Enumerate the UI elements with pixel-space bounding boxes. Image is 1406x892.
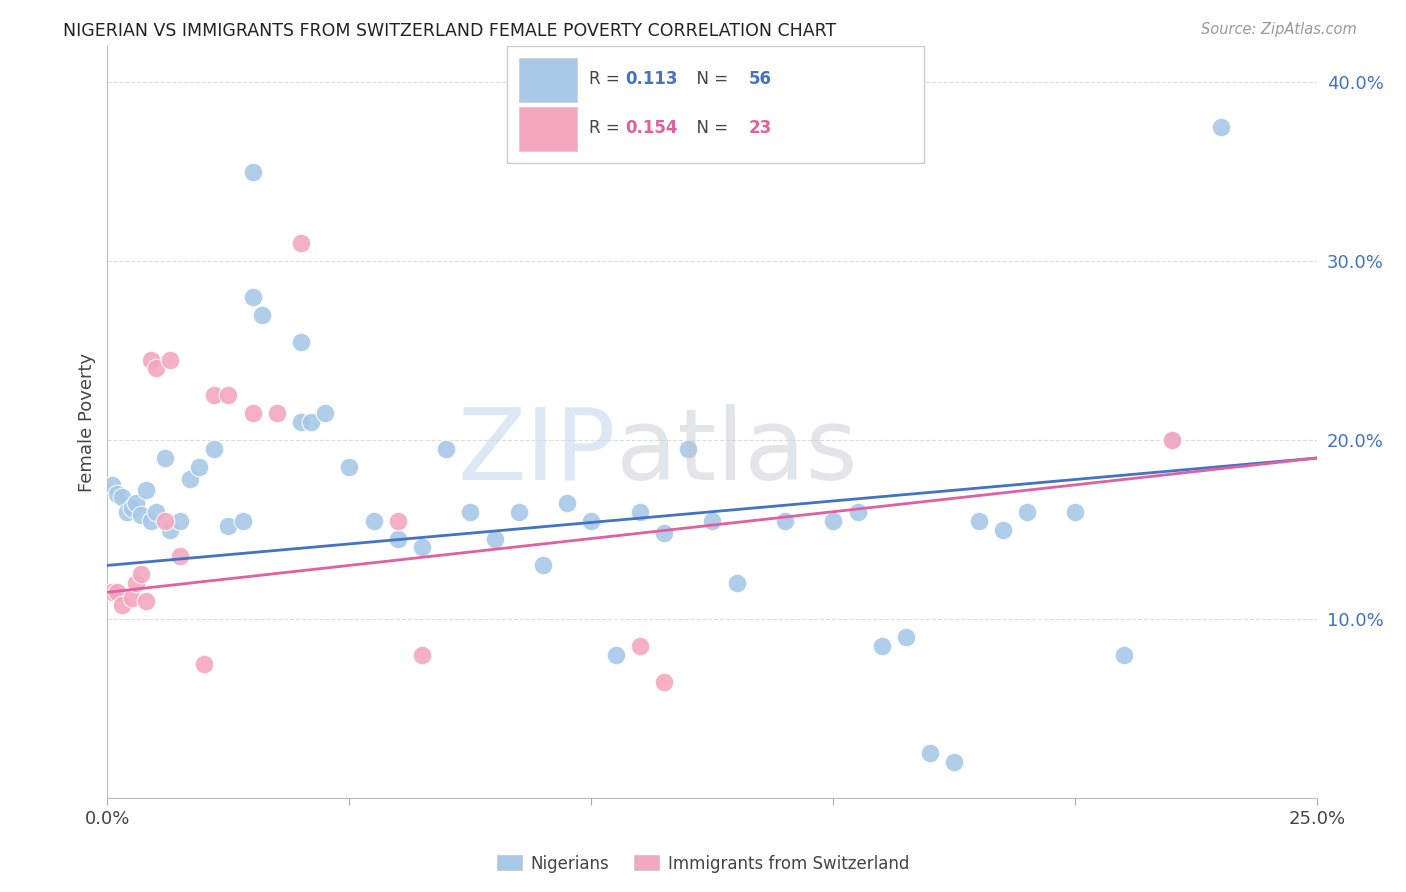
Point — [1112, 648, 1135, 662]
Point — [299, 415, 322, 429]
Point — [202, 442, 225, 456]
Point — [129, 567, 152, 582]
Point — [411, 541, 433, 555]
Point — [217, 519, 239, 533]
FancyBboxPatch shape — [506, 46, 924, 162]
Point — [266, 406, 288, 420]
Point — [484, 532, 506, 546]
Point — [135, 594, 157, 608]
Point — [870, 639, 893, 653]
Point — [387, 532, 409, 546]
Point — [920, 747, 942, 761]
Point — [460, 505, 482, 519]
Point — [652, 526, 675, 541]
Point — [605, 648, 627, 662]
Point — [125, 576, 148, 591]
Point — [628, 505, 651, 519]
Text: 0.113: 0.113 — [626, 70, 678, 87]
Point — [411, 648, 433, 662]
Point — [202, 388, 225, 402]
Point — [991, 523, 1014, 537]
Text: atlas: atlas — [616, 404, 858, 500]
Point — [139, 352, 162, 367]
Text: N =: N = — [686, 70, 733, 87]
Point — [676, 442, 699, 456]
Point — [105, 487, 128, 501]
Point — [531, 558, 554, 573]
Point — [290, 415, 312, 429]
Point — [943, 756, 966, 770]
Text: N =: N = — [686, 119, 733, 136]
Point — [125, 496, 148, 510]
Point — [139, 514, 162, 528]
Point — [725, 576, 748, 591]
Text: NIGERIAN VS IMMIGRANTS FROM SWITZERLAND FEMALE POVERTY CORRELATION CHART: NIGERIAN VS IMMIGRANTS FROM SWITZERLAND … — [63, 22, 837, 40]
Point — [111, 598, 134, 612]
Point — [702, 514, 724, 528]
Point — [1209, 120, 1232, 134]
Point — [1161, 433, 1184, 447]
FancyBboxPatch shape — [519, 58, 576, 103]
Point — [101, 585, 124, 599]
Point — [232, 514, 254, 528]
Point — [145, 505, 167, 519]
Point — [434, 442, 457, 456]
Point — [555, 496, 578, 510]
Point — [823, 514, 845, 528]
Point — [121, 591, 143, 605]
Point — [193, 657, 215, 671]
Point — [101, 478, 124, 492]
Point — [188, 459, 211, 474]
Point — [337, 459, 360, 474]
Point — [105, 585, 128, 599]
Point — [290, 236, 312, 251]
Point — [121, 501, 143, 516]
Point — [967, 514, 990, 528]
Text: 56: 56 — [748, 70, 772, 87]
Point — [894, 630, 917, 644]
Point — [217, 388, 239, 402]
Text: ZIP: ZIP — [457, 404, 616, 500]
Point — [1161, 433, 1184, 447]
Point — [242, 290, 264, 304]
Text: R =: R = — [589, 119, 624, 136]
Point — [111, 491, 134, 505]
Text: R =: R = — [589, 70, 624, 87]
Point — [290, 334, 312, 349]
Point — [179, 473, 201, 487]
Point — [169, 549, 191, 564]
Y-axis label: Female Poverty: Female Poverty — [79, 352, 96, 491]
Point — [581, 514, 603, 528]
Point — [773, 514, 796, 528]
Point — [252, 308, 274, 322]
Point — [846, 505, 869, 519]
Point — [115, 505, 138, 519]
Point — [159, 523, 181, 537]
Point — [145, 361, 167, 376]
Point — [1064, 505, 1087, 519]
Text: Source: ZipAtlas.com: Source: ZipAtlas.com — [1201, 22, 1357, 37]
Point — [652, 674, 675, 689]
Point — [155, 450, 177, 465]
Point — [1015, 505, 1038, 519]
Point — [169, 514, 191, 528]
Point — [628, 639, 651, 653]
Point — [363, 514, 385, 528]
Point — [129, 508, 152, 523]
Point — [242, 406, 264, 420]
Point — [155, 514, 177, 528]
Legend: Nigerians, Immigrants from Switzerland: Nigerians, Immigrants from Switzerland — [491, 848, 915, 880]
Point — [387, 514, 409, 528]
Point — [135, 483, 157, 498]
Text: 0.154: 0.154 — [626, 119, 678, 136]
FancyBboxPatch shape — [519, 107, 576, 151]
Point — [508, 505, 530, 519]
Point — [314, 406, 336, 420]
Point — [242, 164, 264, 178]
Text: 23: 23 — [748, 119, 772, 136]
Point — [159, 352, 181, 367]
